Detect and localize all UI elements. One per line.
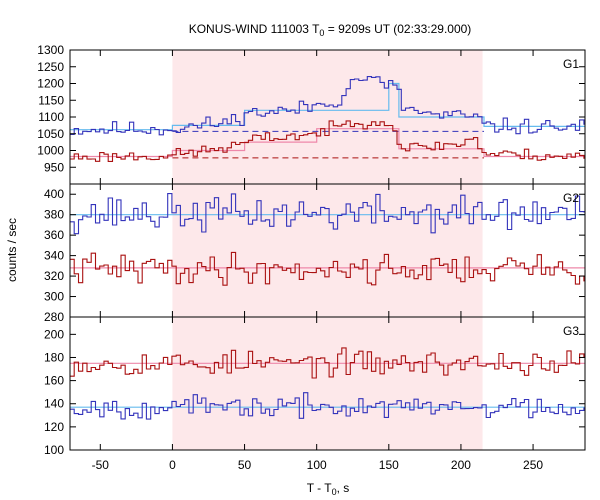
y-tick-label-G1: 1000 bbox=[37, 144, 64, 158]
y-tick-label-G1: 1150 bbox=[38, 93, 64, 107]
x-axis-label-rest: , s bbox=[337, 481, 350, 495]
chart-title: KONUS-WIND 111003 T0 = 9209s UT (02:33:2… bbox=[189, 22, 472, 38]
series-G1-red bbox=[70, 120, 585, 162]
x-tick-label: 250 bbox=[523, 458, 543, 472]
x-tick-label: 200 bbox=[451, 458, 471, 472]
y-tick-label-G1: 1100 bbox=[38, 110, 64, 124]
panel-G2-plot bbox=[70, 193, 585, 286]
panel-G3-plot bbox=[70, 347, 585, 420]
panel-label-G2: G2 bbox=[563, 191, 579, 205]
y-tick-label-G1: 1300 bbox=[37, 43, 64, 57]
panel-G3-frame bbox=[69, 316, 586, 451]
x-tick-label: 100 bbox=[307, 458, 327, 472]
x-axis-label-subscript: 0 bbox=[332, 487, 337, 497]
frame-layer bbox=[69, 49, 586, 451]
y-tick-label-G2: 380 bbox=[44, 208, 64, 222]
x-tick-label: 50 bbox=[238, 458, 252, 472]
panel-label-G1: G1 bbox=[563, 57, 579, 71]
x-tick-label: -50 bbox=[92, 458, 110, 472]
y-tick-label-G3: 120 bbox=[44, 420, 64, 434]
y-tick-label-G3: 100 bbox=[44, 443, 64, 457]
y-axis-label: counts / sec bbox=[5, 218, 19, 282]
y-tick-label-G2: 340 bbox=[44, 249, 64, 263]
series-G3-red bbox=[70, 347, 585, 379]
series-G3-blue bbox=[70, 392, 585, 420]
x-tick-label: 0 bbox=[169, 458, 176, 472]
y-tick-label-G3: 160 bbox=[44, 374, 64, 388]
panel-G1-plot bbox=[70, 76, 585, 162]
series-G2-blue bbox=[70, 193, 585, 235]
y-tick-label-G3: 140 bbox=[44, 397, 64, 411]
y-tick-label-G1: 1200 bbox=[37, 77, 64, 91]
series-G1-blue bbox=[70, 76, 585, 136]
series-G2-red bbox=[70, 251, 585, 286]
y-tick-label-G3: 180 bbox=[44, 350, 64, 364]
x-axis-label: T - T0, s bbox=[307, 481, 350, 497]
y-tick-label-G2: 320 bbox=[44, 269, 64, 283]
fit-line-G1-blue bbox=[70, 82, 585, 131]
y-tick-label-G2: 360 bbox=[44, 228, 64, 242]
y-tick-label-G1: 1250 bbox=[37, 60, 64, 74]
y-tick-label-G2: 300 bbox=[44, 290, 64, 304]
text-layer: KONUS-WIND 111003 T0 = 9209s UT (02:33:2… bbox=[5, 22, 579, 497]
y-tick-label-G1: 950 bbox=[44, 160, 64, 174]
panel-label-G3: G3 bbox=[563, 324, 579, 338]
title-subscript: 0 bbox=[319, 28, 324, 38]
y-tick-label-G1: 1050 bbox=[37, 127, 64, 141]
y-tick-label-G2: 400 bbox=[44, 187, 64, 201]
title-rest: = 9209s UT (02:33:29.000) bbox=[324, 22, 471, 36]
x-tick-label: 150 bbox=[379, 458, 399, 472]
y-tick-label-G3: 200 bbox=[44, 327, 64, 341]
y-tick-label-G2: 280 bbox=[44, 310, 64, 324]
series-layer bbox=[70, 76, 585, 420]
